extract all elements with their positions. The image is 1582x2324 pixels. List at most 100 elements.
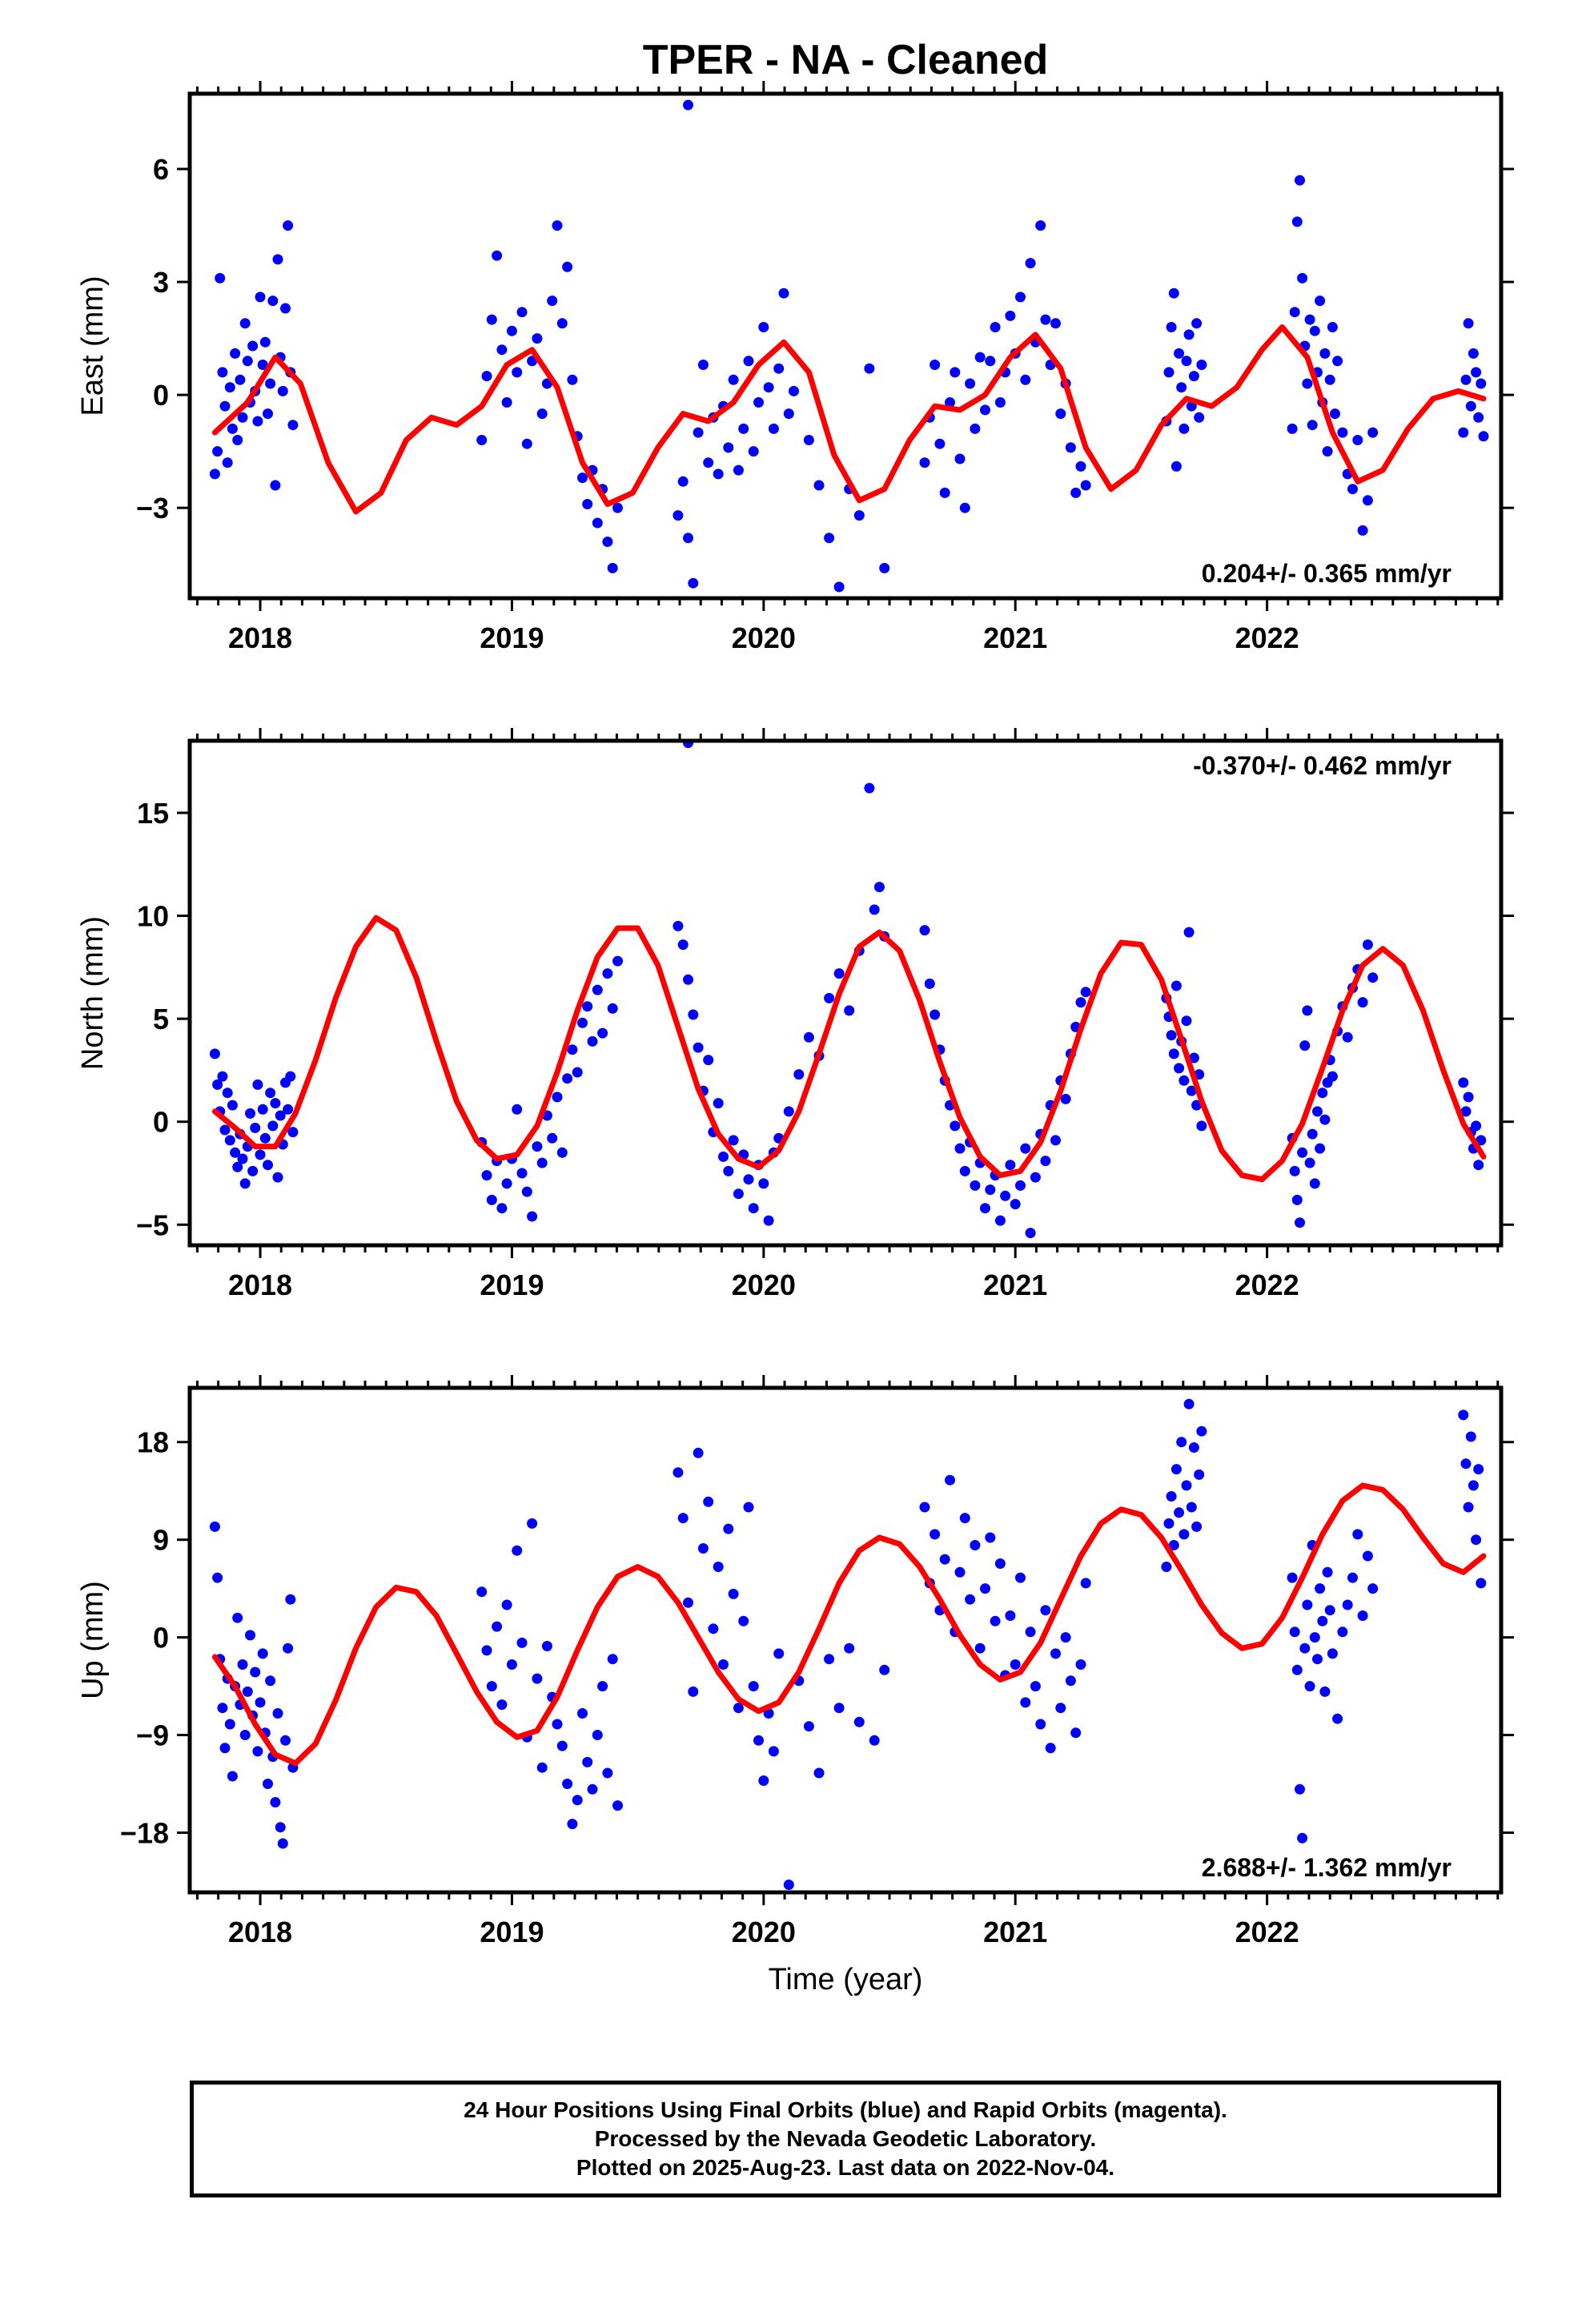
data-point	[252, 1079, 263, 1090]
data-point	[1080, 1578, 1091, 1589]
data-point	[481, 371, 492, 382]
data-point	[959, 1165, 970, 1176]
data-point	[1170, 1464, 1182, 1475]
data-point	[277, 385, 288, 396]
data-point	[587, 1035, 598, 1047]
data-point	[217, 1071, 228, 1082]
data-point	[970, 423, 981, 434]
data-point	[255, 1697, 266, 1708]
data-point	[562, 261, 573, 272]
data-point	[556, 1147, 568, 1158]
data-point	[257, 1104, 268, 1115]
data-point	[683, 533, 693, 544]
data-point	[980, 1203, 990, 1214]
data-point	[1347, 484, 1358, 495]
data-point	[1289, 1165, 1300, 1176]
data-point	[1181, 1480, 1192, 1491]
data-point	[217, 1703, 228, 1714]
data-point	[267, 296, 279, 307]
data-point	[723, 1523, 734, 1534]
data-point	[1183, 1398, 1195, 1409]
data-point	[1337, 1626, 1348, 1638]
data-point	[728, 374, 739, 385]
model-curve-up	[211, 1482, 1487, 1767]
data-point	[577, 472, 588, 484]
data-point	[833, 581, 845, 593]
data-point	[597, 1027, 608, 1039]
data-point	[1347, 1572, 1358, 1583]
data-point	[541, 1641, 552, 1651]
data-point	[521, 1186, 532, 1197]
data-point	[959, 502, 970, 513]
data-points-up	[209, 1398, 1487, 1890]
data-point	[1312, 1654, 1323, 1665]
data-point	[954, 1143, 966, 1154]
data-point	[492, 250, 503, 261]
data-point	[1188, 1442, 1199, 1453]
data-point	[232, 1161, 243, 1172]
data-point	[773, 363, 785, 374]
data-point	[227, 1771, 238, 1782]
data-point	[247, 1165, 259, 1176]
data-point	[582, 1001, 593, 1012]
data-point	[1476, 1135, 1487, 1146]
data-point	[496, 344, 508, 356]
data-point	[612, 502, 623, 513]
model-curve-east	[211, 324, 1487, 515]
data-point	[1302, 378, 1313, 389]
data-point	[239, 1178, 251, 1189]
data-point	[597, 1681, 608, 1692]
data-point	[237, 1659, 248, 1670]
data-point	[703, 1055, 714, 1066]
rate-annotation-up: 2.688+/- 1.362 mm/yr	[1202, 1853, 1452, 1882]
data-point	[222, 457, 233, 468]
data-point	[1055, 1703, 1066, 1714]
data-point	[783, 1106, 794, 1117]
data-point	[683, 974, 693, 985]
data-point	[212, 1079, 223, 1090]
x-tick-label: 2019	[480, 1269, 544, 1301]
data-point	[1471, 1534, 1482, 1546]
data-point	[270, 480, 281, 491]
data-point	[1166, 1030, 1177, 1041]
data-point	[954, 1566, 966, 1578]
data-point	[265, 378, 276, 389]
data-point	[1075, 997, 1086, 1008]
data-point	[1183, 329, 1195, 340]
data-point	[1015, 1572, 1026, 1583]
data-point	[879, 562, 890, 573]
x-tick-label: 2020	[732, 1916, 796, 1948]
data-point	[970, 1180, 981, 1191]
data-point	[738, 423, 749, 434]
data-point	[813, 480, 825, 491]
data-point	[743, 356, 754, 367]
data-point	[1163, 367, 1174, 378]
data-point	[1020, 374, 1031, 385]
data-point	[556, 318, 568, 329]
data-point	[1188, 371, 1199, 382]
data-point	[235, 374, 246, 385]
data-point	[965, 1594, 976, 1605]
data-point	[934, 438, 946, 449]
x-tick-label: 2018	[228, 1269, 292, 1301]
data-point	[1070, 487, 1082, 498]
data-point	[516, 1168, 528, 1179]
data-point	[1196, 1120, 1207, 1132]
data-point	[733, 1703, 744, 1714]
data-point	[1194, 1469, 1205, 1480]
data-point	[803, 1721, 814, 1732]
data-point	[1188, 1052, 1199, 1063]
data-point	[1178, 1075, 1190, 1086]
data-point	[270, 1797, 281, 1807]
data-point	[1465, 400, 1476, 412]
data-point	[713, 1098, 724, 1109]
data-point	[789, 385, 799, 396]
data-point	[536, 1157, 548, 1168]
data-point	[263, 1160, 273, 1171]
data-point	[853, 510, 865, 521]
data-point	[1025, 258, 1036, 269]
data-point	[1005, 310, 1016, 321]
data-point	[1302, 1599, 1313, 1610]
data-point	[703, 457, 714, 468]
data-point	[239, 318, 251, 329]
